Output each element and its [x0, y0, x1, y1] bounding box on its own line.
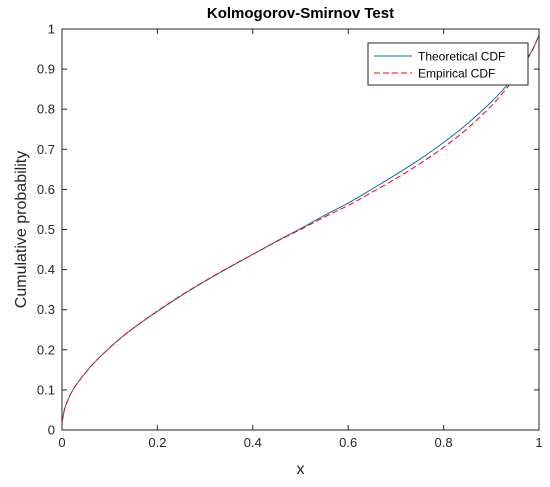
y-tick-label: 0.7: [37, 142, 55, 157]
x-axis-label: x: [297, 461, 305, 478]
tick-layer: 0 0.2 0.4 0.6 0.8 1 0 0.1 0.2 0.3 0.4 0.5 0.6 0.7 0.8 0…: [37, 22, 543, 451]
y-tick-label: 0.4: [37, 262, 55, 277]
x-tick-label: 0.8: [435, 435, 453, 450]
legend-box: [367, 42, 529, 86]
y-tick-label: 0.1: [37, 382, 55, 397]
y-axis-label: Cumulative probability: [13, 151, 30, 308]
y-tick-label: 0: [48, 423, 55, 438]
x-tick-label: 0.4: [244, 435, 262, 450]
y-tick-label: 0.9: [37, 62, 55, 77]
x-tick-label: 0: [58, 435, 65, 450]
x-tick-label: 1: [535, 435, 542, 450]
y-tick-label: 0.5: [37, 222, 55, 237]
y-tick-label: 0.8: [37, 102, 55, 117]
x-tick-label: 0.2: [148, 435, 166, 450]
legend-entry-label: Theoretical CDF: [418, 50, 505, 64]
legend: Theoretical CDF Empirical CDF: [367, 42, 529, 86]
y-tick-label: 1: [48, 22, 55, 37]
series-layer: [61, 34, 540, 423]
chart-title: Kolmogorov-Smirnov Test: [207, 5, 394, 22]
y-tick-label: 0.3: [37, 302, 55, 317]
y-tick-label: 0.2: [37, 342, 55, 357]
y-tick-label: 0.6: [37, 182, 55, 197]
series-line-empirical-cdf: [61, 34, 540, 423]
legend-entry-label: Empirical CDF: [418, 67, 495, 81]
x-tick-label: 0.6: [339, 435, 357, 450]
